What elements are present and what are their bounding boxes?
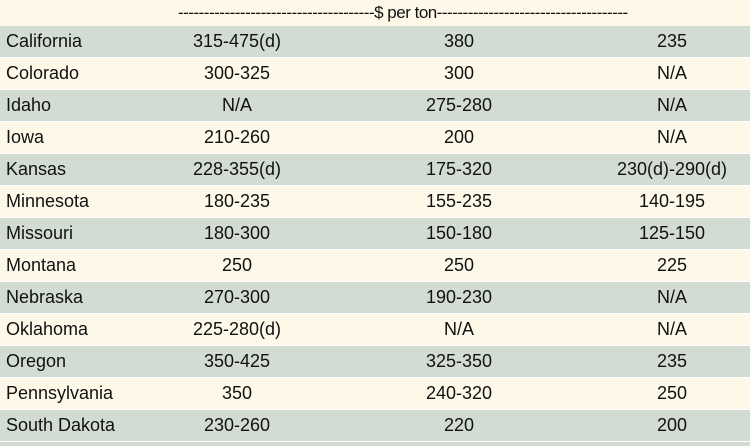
value-cell-1: 180-300 <box>130 217 354 250</box>
value-cell-3: 230(d)-290(d) <box>554 153 750 186</box>
value-cell-1: 350 <box>130 377 354 410</box>
state-cell: Missouri <box>0 217 130 250</box>
value-cell-3: N/A <box>554 281 750 314</box>
value-cell-2: 220 <box>354 409 554 442</box>
value-cell-1: 315-475(d) <box>130 26 354 58</box>
state-cell: Colorado <box>0 57 130 90</box>
state-cell: Kansas <box>0 153 130 186</box>
table-row: Iowa 210-260 200 N/A <box>0 121 750 154</box>
state-cell: Pennsylvania <box>0 377 130 410</box>
value-cell-2: 325-350 <box>354 345 554 378</box>
table-row: Oregon 350-425 325-350 235 <box>0 345 750 378</box>
value-cell-2: 380 <box>354 26 554 58</box>
table-row: Kansas 228-355(d) 175-320 230(d)-290(d) <box>0 153 750 186</box>
value-cell-3: 235 <box>554 345 750 378</box>
table-row: Pennsylvania 350 240-320 250 <box>0 377 750 410</box>
value-cell-3: 235 <box>554 26 750 58</box>
value-cell-3: N/A <box>554 89 750 122</box>
value-cell-1: 350-425 <box>130 345 354 378</box>
state-cell: Oregon <box>0 345 130 378</box>
state-cell: California <box>0 26 130 58</box>
value-cell-1: 180-235 <box>130 185 354 218</box>
table-body: California 315-475(d) 380 235 Colorado 300-32… <box>0 26 750 442</box>
table-row: Missouri 180-300 150-180 125-150 <box>0 217 750 250</box>
value-cell-1: 230-260 <box>130 409 354 442</box>
table-row: South Dakota 230-260 220 200 <box>0 409 750 442</box>
value-cell-1: 225-280(d) <box>130 313 354 346</box>
table-row: Nebraska 270-300 190-230 N/A <box>0 281 750 314</box>
value-cell-2: 240-320 <box>354 377 554 410</box>
bottom-strip <box>0 442 750 446</box>
table-row: Idaho N/A 275-280 N/A <box>0 89 750 122</box>
state-cell: Idaho <box>0 89 130 122</box>
value-cell-3: 125-150 <box>554 217 750 250</box>
header-row: --------------------------------------$ … <box>0 0 750 26</box>
value-cell-1: 300-325 <box>130 57 354 90</box>
value-cell-1: N/A <box>130 89 354 122</box>
value-cell-3: 200 <box>554 409 750 442</box>
value-cell-2: 300 <box>354 57 554 90</box>
table-row: Colorado 300-325 300 N/A <box>0 57 750 90</box>
value-cell-1: 250 <box>130 249 354 282</box>
value-cell-2: 275-280 <box>354 89 554 122</box>
table-row: Oklahoma 225-280(d) N/A N/A <box>0 313 750 346</box>
value-cell-2: 250 <box>354 249 554 282</box>
table-row: Montana 250 250 225 <box>0 249 750 282</box>
price-unit-header: --------------------------------------$ … <box>178 3 628 22</box>
value-cell-3: 250 <box>554 377 750 410</box>
table-row: California 315-475(d) 380 235 <box>0 26 750 58</box>
value-cell-2: 190-230 <box>354 281 554 314</box>
value-cell-2: 175-320 <box>354 153 554 186</box>
state-cell: Montana <box>0 249 130 282</box>
table-row: Minnesota 180-235 155-235 140-195 <box>0 185 750 218</box>
state-cell: Iowa <box>0 121 130 154</box>
value-cell-3: 225 <box>554 249 750 282</box>
value-cell-3: 140-195 <box>554 185 750 218</box>
value-cell-2: 200 <box>354 121 554 154</box>
value-cell-2: 155-235 <box>354 185 554 218</box>
value-cell-2: N/A <box>354 313 554 346</box>
value-cell-1: 270-300 <box>130 281 354 314</box>
state-cell: Nebraska <box>0 281 130 314</box>
value-cell-3: N/A <box>554 121 750 154</box>
state-cell: Oklahoma <box>0 313 130 346</box>
state-cell: South Dakota <box>0 409 130 442</box>
data-table: California 315-475(d) 380 235 Colorado 300-32… <box>0 26 750 442</box>
state-cell: Minnesota <box>0 185 130 218</box>
value-cell-2: 150-180 <box>354 217 554 250</box>
value-cell-3: N/A <box>554 313 750 346</box>
value-cell-1: 228-355(d) <box>130 153 354 186</box>
value-cell-3: N/A <box>554 57 750 90</box>
value-cell-1: 210-260 <box>130 121 354 154</box>
